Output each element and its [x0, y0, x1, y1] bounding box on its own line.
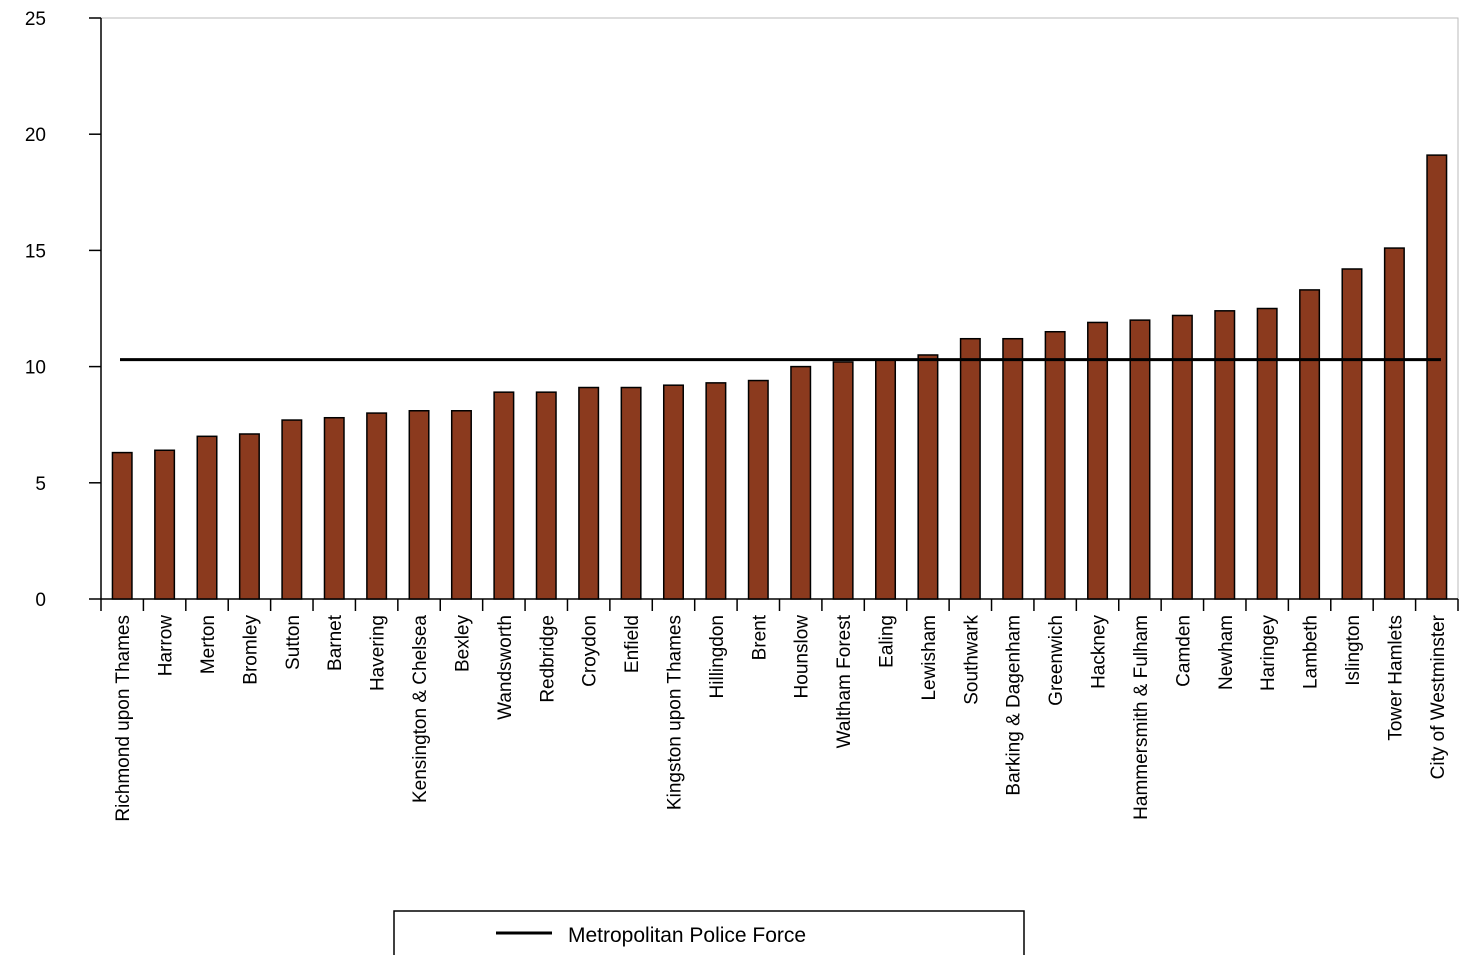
x-category-label: Hammersmith & Fulham	[1131, 615, 1152, 820]
x-category-label: Lewisham	[919, 615, 940, 701]
bar	[705, 382, 727, 600]
bar	[1383, 247, 1405, 600]
x-category-label: Richmond upon Thames	[113, 615, 134, 822]
x-category-label: Wandsworth	[495, 615, 516, 720]
bar	[917, 354, 939, 600]
x-category-label: Greenwich	[1046, 615, 1067, 706]
bar	[1002, 337, 1024, 600]
x-category-label: Camden	[1173, 615, 1194, 687]
x-category-label: Havering	[368, 615, 389, 691]
bars	[111, 154, 1448, 600]
y-tick-label: 10	[25, 358, 46, 379]
x-category-label: Waltham Forest	[834, 614, 855, 748]
x-category-label: Barnet	[325, 614, 346, 671]
legend: Metropolitan Police Force	[393, 910, 1025, 955]
x-category-label: Enfield	[622, 615, 643, 673]
bar	[620, 386, 642, 600]
y-tick-label: 25	[25, 9, 46, 30]
x-category-label: Newham	[1216, 615, 1237, 690]
y-tick-label: 20	[25, 125, 46, 146]
x-category-label: Haringey	[1258, 615, 1279, 692]
bar	[323, 416, 345, 600]
bar	[790, 365, 812, 600]
bar	[1129, 319, 1151, 600]
y-tick-label: 15	[25, 241, 46, 262]
x-category-label: Ealing	[877, 615, 898, 668]
x-category-label: Bexley	[452, 615, 473, 673]
bar	[450, 410, 472, 600]
bar	[1087, 321, 1109, 600]
bar	[1214, 310, 1236, 600]
bar	[1341, 268, 1363, 600]
x-category-label: Croydon	[580, 615, 601, 687]
bar	[662, 384, 684, 600]
bar	[1426, 154, 1448, 600]
bar	[111, 451, 133, 600]
x-category-label: Brent	[749, 614, 770, 660]
legend-box	[393, 910, 1025, 955]
x-category-label: Lambeth	[1301, 615, 1322, 689]
y-axis: 0 5 10 15 20 25	[25, 9, 102, 611]
bar	[1299, 289, 1321, 600]
y-tick-label: 0	[35, 590, 46, 611]
x-category-label: Merton	[198, 615, 219, 674]
x-category-label: Hillingdon	[707, 615, 728, 698]
bar	[366, 412, 388, 600]
x-axis: Richmond upon Thames Harrow Merton Bromley S…	[100, 598, 1459, 822]
x-category-label: Redbridge	[537, 615, 558, 703]
x-category-label: Kingston upon Thames	[664, 615, 685, 810]
x-category-label: Hounslow	[792, 615, 813, 699]
bar	[832, 361, 854, 600]
bar	[493, 391, 515, 600]
x-category-label: Southwark	[961, 615, 982, 705]
x-category-label: Kensington & Chelsea	[410, 615, 431, 803]
x-category-label: Bromley	[240, 615, 261, 685]
y-tick-label: 5	[35, 474, 46, 495]
plot-area	[100, 17, 1459, 600]
plot-frame	[100, 17, 1459, 600]
bar	[238, 433, 260, 600]
bar	[875, 358, 897, 600]
bar	[408, 410, 430, 600]
x-category-label: City of Westminster	[1428, 614, 1449, 779]
bar	[535, 391, 557, 600]
bar	[1044, 330, 1066, 600]
bar	[281, 419, 303, 600]
x-category-label: Islington	[1343, 615, 1364, 686]
bar	[1256, 307, 1278, 600]
bar	[196, 435, 218, 600]
x-category-label: Barking & Dagenham	[1004, 615, 1025, 796]
bar	[1171, 314, 1193, 600]
bar	[154, 449, 176, 600]
x-category-label: Sutton	[283, 615, 304, 670]
x-category-label: Harrow	[156, 615, 177, 677]
x-category-label: Hackney	[1089, 615, 1110, 689]
bar	[578, 386, 600, 600]
legend-label: Metropolitan Police Force	[568, 924, 806, 947]
bar	[747, 379, 769, 600]
x-category-label: Tower Hamlets	[1385, 615, 1406, 741]
bar	[959, 337, 981, 600]
